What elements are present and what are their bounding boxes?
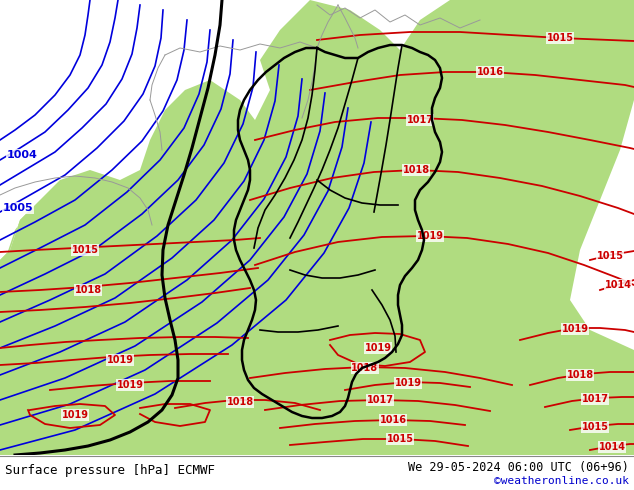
Text: 1019: 1019 [61, 410, 89, 420]
Text: 1005: 1005 [3, 203, 34, 213]
Text: 1018: 1018 [351, 363, 378, 373]
Text: 1019: 1019 [394, 378, 422, 388]
Text: 1014: 1014 [598, 442, 626, 452]
Text: 1015: 1015 [581, 422, 609, 432]
Text: 1014: 1014 [604, 280, 631, 290]
Polygon shape [0, 210, 30, 490]
Text: 1018: 1018 [403, 165, 430, 175]
Text: 1019: 1019 [117, 380, 143, 390]
Text: 1004: 1004 [6, 150, 37, 160]
Text: 1015: 1015 [547, 33, 574, 43]
Text: 1017: 1017 [366, 395, 394, 405]
Text: 1019: 1019 [562, 324, 588, 334]
Text: 1016: 1016 [477, 67, 503, 77]
Text: Surface pressure [hPa] ECMWF: Surface pressure [hPa] ECMWF [5, 464, 215, 476]
Text: 1018: 1018 [74, 285, 101, 295]
Text: ©weatheronline.co.uk: ©weatheronline.co.uk [494, 476, 629, 486]
Text: 1016: 1016 [380, 415, 406, 425]
Text: 1015: 1015 [72, 245, 98, 255]
Text: 1018: 1018 [226, 397, 254, 407]
Text: 1019: 1019 [107, 355, 134, 365]
Text: 1019: 1019 [417, 231, 444, 241]
Text: We 29-05-2024 06:00 UTC (06+96): We 29-05-2024 06:00 UTC (06+96) [408, 461, 629, 473]
Text: 1017: 1017 [581, 394, 609, 404]
Text: 1017: 1017 [406, 115, 434, 125]
Text: 1018: 1018 [566, 370, 593, 380]
Text: 1019: 1019 [365, 343, 392, 353]
Text: 1015: 1015 [387, 434, 413, 444]
Text: 1015: 1015 [597, 251, 623, 261]
